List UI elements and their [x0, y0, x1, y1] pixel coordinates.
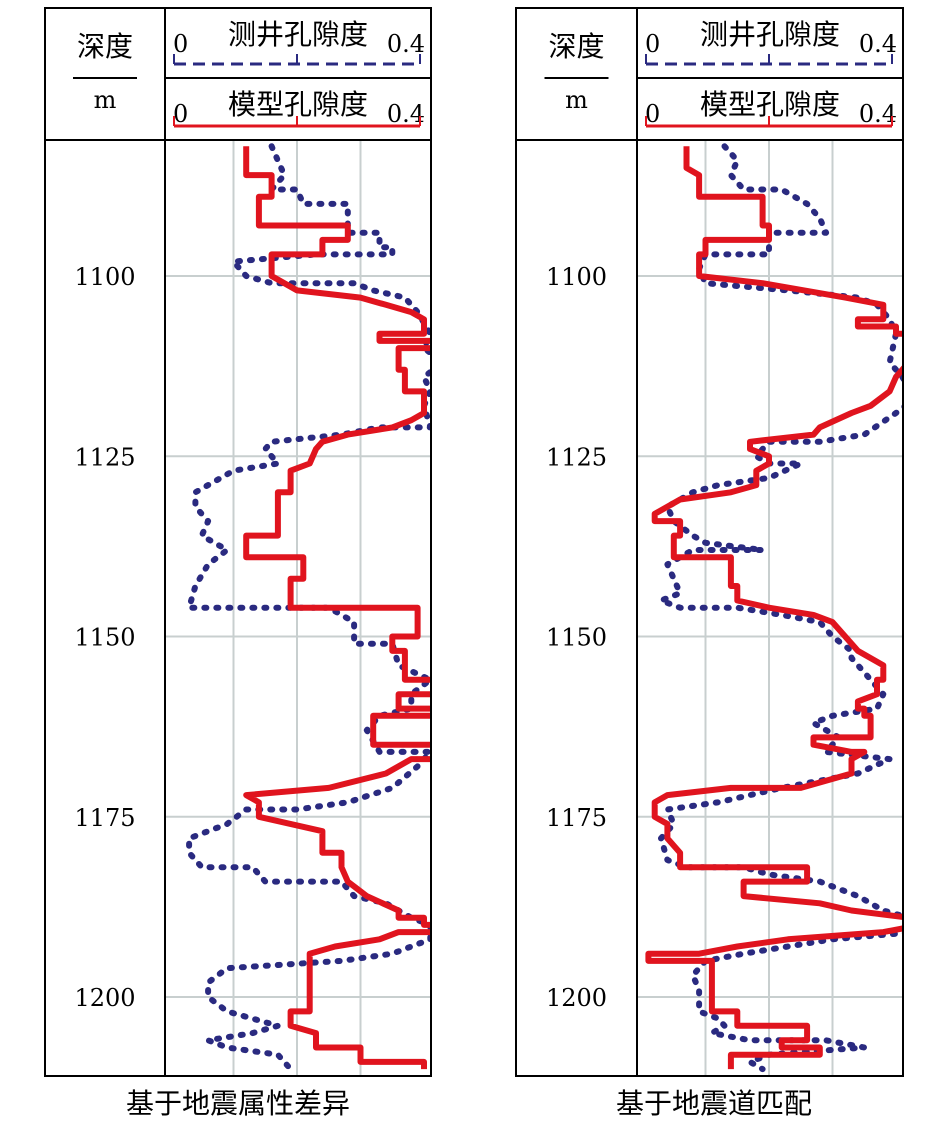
depth-title: 深度 [548, 30, 604, 63]
panel-seismic-attribute: 深度 m 0 0.4 测井孔隙度 0 0.4 模型孔隙度 1100 1125 1150 1175 120… [44, 7, 432, 1120]
scale-min-label: 0 [645, 100, 660, 128]
scale-max-label: 0.4 [387, 100, 425, 128]
depth-tick-label: 1100 [546, 263, 607, 291]
model-porosity-line [243, 146, 430, 1070]
depth-tick-label: 1150 [546, 624, 607, 652]
measured-porosity-line [658, 143, 902, 1073]
measured-porosity-legend: 测井孔隙度 [228, 18, 368, 51]
panel-caption: 基于地震属性差异 [126, 1087, 350, 1120]
model-porosity-line [645, 146, 902, 1070]
depth-tick-label: 1175 [74, 804, 135, 832]
depth-tick-label: 1200 [74, 984, 135, 1012]
depth-tick-label: 1175 [546, 804, 607, 832]
depth-tick-label: 1125 [74, 443, 135, 471]
depth-unit: m [565, 86, 588, 114]
depth-tick-label: 1100 [74, 263, 135, 291]
panel-seismic-trace-matching: 深度 m 0 0.4 测井孔隙度 0 0.4 模型孔隙度 1100 1125 1150 1175 120… [515, 7, 904, 1120]
model-porosity-legend: 模型孔隙度 [228, 88, 368, 121]
track-frame [44, 7, 432, 1077]
track-frame [515, 7, 904, 1077]
panel-caption: 基于地震道匹配 [616, 1087, 812, 1120]
scale-min-label: 0 [173, 100, 188, 128]
scale-max-label: 0.4 [859, 100, 897, 128]
depth-tick-label: 1200 [546, 984, 607, 1012]
depth-tick-label: 1125 [546, 443, 607, 471]
scale-min-label: 0 [173, 30, 188, 58]
scale-min-label: 0 [645, 30, 660, 58]
depth-tick-label: 1150 [74, 624, 135, 652]
scale-max-label: 0.4 [859, 30, 897, 58]
plot-area [645, 143, 902, 1073]
measured-porosity-legend: 测井孔隙度 [700, 18, 840, 51]
model-porosity-legend: 模型孔隙度 [700, 88, 840, 121]
measured-porosity-line [186, 143, 430, 1073]
depth-title: 深度 [77, 30, 133, 63]
depth-unit: m [94, 86, 117, 114]
plot-area [186, 143, 430, 1073]
scale-max-label: 0.4 [387, 30, 425, 58]
